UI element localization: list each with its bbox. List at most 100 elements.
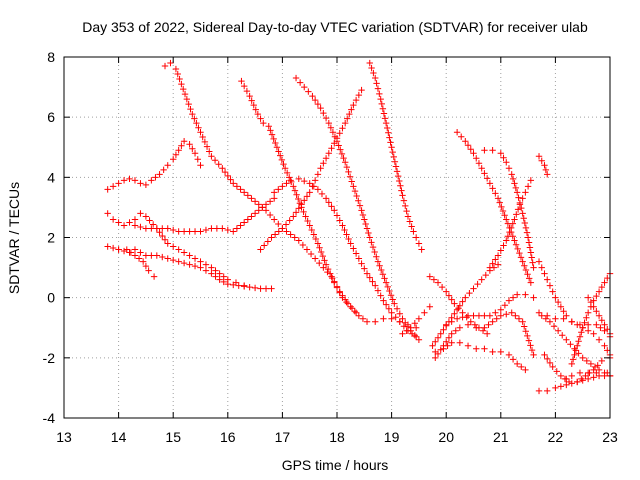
trace-marker [146,217,153,224]
data-point [544,312,551,319]
data-point [489,318,496,325]
trace-marker [500,154,507,161]
trace-marker [359,315,367,322]
trace-marker [581,319,588,326]
trace-marker [343,231,350,238]
chart-title: Day 353 of 2022, Sidereal Day-to-day VTE… [82,19,588,35]
data-point [208,225,215,232]
trace-marker [314,171,322,178]
data-point [139,258,147,265]
trace-marker [544,276,551,283]
trace-marker [382,301,390,308]
data-point [410,228,417,235]
trace-marker [355,91,363,99]
data-point [429,342,436,349]
trace-marker [374,287,382,294]
data-point [358,86,365,94]
trace-marker [492,256,499,263]
data-point [153,225,161,232]
series-5 [104,138,204,193]
data-point [552,384,559,392]
trace-marker [224,226,231,234]
data-point [462,294,469,301]
trace-marker [314,100,322,108]
series-18 [486,177,535,271]
data-point [331,207,338,214]
data-point [587,360,595,368]
trace-marker [333,284,341,291]
data-point [426,303,434,310]
data-point [290,213,297,220]
trace-marker [452,327,459,334]
data-point [145,267,152,274]
trace-marker [339,124,346,132]
x-axis-label: GPS time / hours [282,457,389,473]
trace-marker [438,283,446,291]
data-point [503,159,510,166]
trace-marker [359,211,367,219]
trace-marker [361,265,368,272]
data-point [473,345,480,353]
trace-marker [538,157,545,164]
trace-marker [411,320,419,327]
trace-marker [202,267,210,274]
data-point [137,180,144,187]
data-point [462,138,469,145]
trace-marker [389,148,396,156]
trace-marker [172,151,180,158]
trace-marker [521,219,529,227]
data-point [595,372,603,380]
data-point [314,186,322,193]
data-point [412,324,420,331]
trace-marker [327,124,335,131]
data-point [186,228,193,235]
data-point [333,138,341,145]
data-point [120,222,128,229]
trace-marker [340,154,347,162]
y-tick-label: 0 [47,290,55,306]
data-point [271,195,278,202]
trace-marker [267,127,274,134]
trace-marker [406,218,413,225]
data-point [240,189,248,196]
data-point [535,387,543,395]
data-point [322,195,330,202]
trace-marker [379,105,387,112]
data-point [352,309,360,316]
series-20 [432,309,537,362]
data-point [350,183,357,190]
data-point [497,348,504,356]
data-point [541,270,548,277]
data-point [287,231,294,238]
trace-marker [482,271,489,279]
trace-marker [524,332,531,340]
trace-marker [292,209,300,216]
trace-marker [296,200,304,207]
data-point [489,147,496,154]
data-point [167,59,174,67]
trace-marker [346,110,353,118]
data-point [535,258,543,265]
data-point [224,276,231,283]
trace-marker [591,363,599,371]
data-point [544,387,551,395]
trace-marker [492,309,499,316]
data-point [295,237,302,244]
trace-marker [522,327,529,335]
data-point [164,225,171,232]
x-tick-label: 22 [548,429,564,445]
series-23 [535,309,614,340]
trace-marker [224,172,231,180]
trace-marker [518,204,525,212]
trace-marker [335,142,342,149]
trace-marker [579,377,586,384]
trace-marker [511,180,518,187]
x-tick-label: 18 [329,429,345,445]
data-point [571,345,578,353]
trace-marker [345,235,352,243]
data-point [363,318,371,325]
trace-marker [504,233,512,240]
trace-marker [527,342,534,349]
trace-marker [348,304,356,312]
